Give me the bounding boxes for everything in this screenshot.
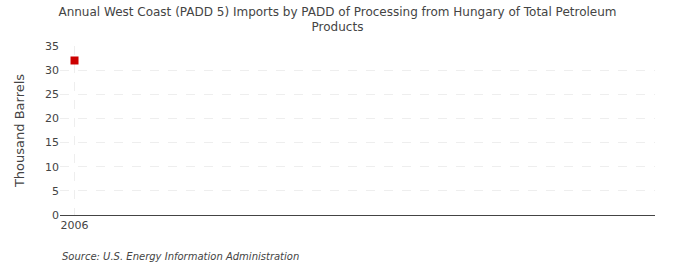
svg-text:20: 20 [45,112,59,125]
svg-text:10: 10 [45,161,59,174]
svg-text:Source: U.S. Energy Informatio: Source: U.S. Energy Information Administ… [62,251,299,262]
svg-text:Annual West Coast (PADD 5) Imp: Annual West Coast (PADD 5) Imports by PA… [58,5,616,35]
svg-text:2006: 2006 [61,219,89,232]
svg-text:30: 30 [45,64,59,77]
svg-text:15: 15 [45,136,59,149]
svg-text:Thousand Barrels: Thousand Barrels [12,74,27,188]
svg-text:25: 25 [45,88,59,101]
svg-text:35: 35 [45,40,59,53]
svg-text:0: 0 [52,209,59,222]
svg-text:5: 5 [52,185,59,198]
